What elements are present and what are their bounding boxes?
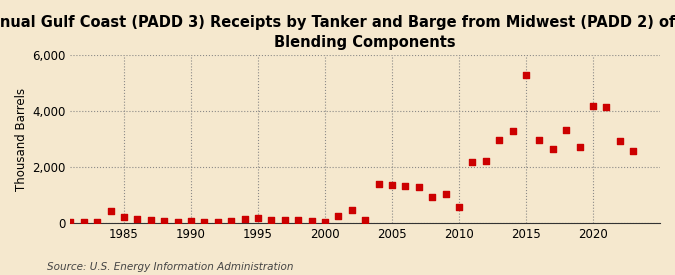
Point bbox=[400, 183, 411, 188]
Point bbox=[119, 215, 130, 219]
Point bbox=[588, 104, 599, 108]
Point bbox=[172, 219, 183, 224]
Point bbox=[145, 218, 156, 222]
Point bbox=[213, 220, 223, 225]
Point bbox=[306, 219, 317, 223]
Point bbox=[78, 220, 89, 225]
Point bbox=[92, 220, 103, 224]
Point bbox=[574, 144, 585, 149]
Point bbox=[199, 220, 210, 224]
Point bbox=[427, 195, 437, 199]
Point bbox=[440, 192, 451, 196]
Point bbox=[547, 147, 558, 152]
Point bbox=[467, 160, 478, 164]
Point bbox=[507, 129, 518, 133]
Point bbox=[601, 105, 612, 110]
Point bbox=[333, 214, 344, 218]
Point bbox=[186, 218, 196, 223]
Point bbox=[373, 182, 384, 186]
Point bbox=[346, 208, 357, 212]
Point bbox=[614, 139, 625, 143]
Point bbox=[561, 128, 572, 132]
Point bbox=[279, 217, 290, 222]
Point bbox=[319, 220, 330, 225]
Point bbox=[387, 183, 398, 188]
Point bbox=[239, 217, 250, 221]
Point bbox=[481, 158, 491, 163]
Point bbox=[132, 217, 143, 221]
Point bbox=[266, 218, 277, 222]
Point bbox=[628, 148, 639, 153]
Point bbox=[252, 216, 263, 221]
Title: Annual Gulf Coast (PADD 3) Receipts by Tanker and Barge from Midwest (PADD 2) of: Annual Gulf Coast (PADD 3) Receipts by T… bbox=[0, 15, 675, 50]
Point bbox=[65, 220, 76, 225]
Point bbox=[226, 219, 237, 223]
Point bbox=[159, 219, 169, 223]
Point bbox=[494, 138, 505, 142]
Point bbox=[454, 205, 464, 209]
Point bbox=[105, 208, 116, 213]
Point bbox=[534, 138, 545, 142]
Point bbox=[360, 218, 371, 222]
Y-axis label: Thousand Barrels: Thousand Barrels bbox=[15, 87, 28, 191]
Text: Source: U.S. Energy Information Administration: Source: U.S. Energy Information Administ… bbox=[47, 262, 294, 272]
Point bbox=[520, 73, 531, 78]
Point bbox=[293, 218, 304, 222]
Point bbox=[413, 185, 424, 189]
